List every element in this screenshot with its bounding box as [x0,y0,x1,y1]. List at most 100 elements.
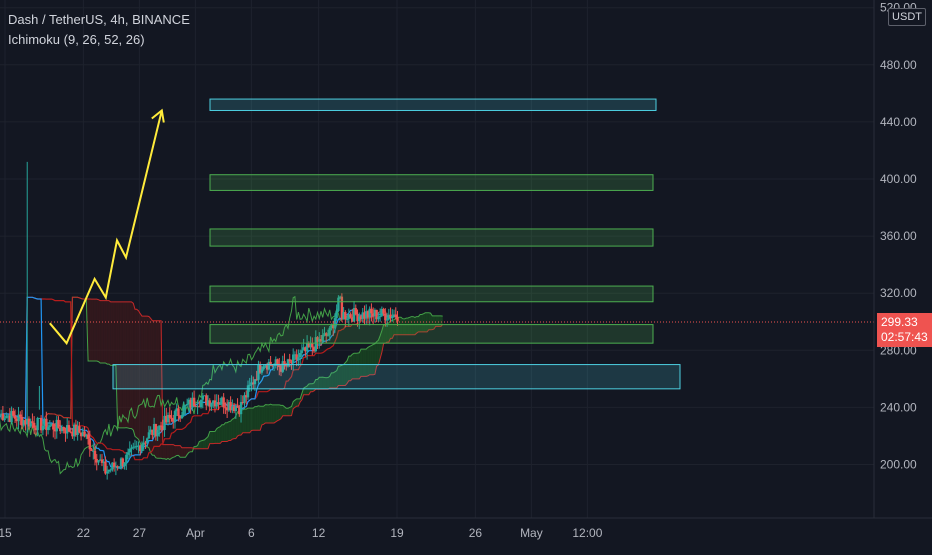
candle-body [144,443,146,444]
time-tick-label: 12:00 [572,526,602,540]
cloud-segment [201,440,203,448]
cloud-segment [232,418,234,439]
blue-zone[interactable] [210,99,656,110]
cloud-segment [182,448,184,457]
cloud-segment [217,427,219,443]
symbol-name[interactable]: Dash / TetherUS [8,12,103,27]
candle-body [311,343,313,347]
price-axis-bg [874,0,932,518]
cloud-segment [377,340,379,366]
cloud-segment [211,432,213,444]
candle-body [391,316,393,318]
price-tick-label: 440.00 [880,115,917,129]
cloud-segment [246,408,248,433]
time-tick-label: 22 [77,526,91,540]
candle-body [292,354,294,363]
candle-body [210,403,212,406]
candle-body [125,455,127,463]
cloud-segment [184,448,186,457]
candle-body [240,402,242,414]
cloud-segment [177,446,179,456]
green-zone[interactable] [210,175,653,191]
cloud-segment [173,445,175,458]
cloud-segment [271,404,273,423]
cloud-segment [168,445,170,460]
candle-body [370,309,372,313]
cloud-segment [258,406,260,430]
candle-body [127,452,129,454]
cloud-segment [220,425,222,444]
price-tick-label: 200.00 [880,458,917,472]
candle-body [169,415,171,418]
candle-body [49,425,51,427]
cloud-segment [218,427,220,444]
candle-body [31,421,33,423]
time-tick-label: May [520,526,543,540]
candle-body [3,418,5,420]
cloud-segment [112,302,114,366]
blue-zone[interactable] [113,365,680,389]
green-zone[interactable] [210,286,653,302]
cloud-segment [269,404,271,423]
cloud-segment [250,408,252,433]
candle-body [236,406,238,407]
last-price-value: 299.33 [881,315,928,330]
candle-body [106,472,108,474]
candle-body [349,314,351,317]
candle-body [63,427,65,431]
time-tick-label: 15 [0,526,12,540]
cloud-segment [262,406,264,425]
cloud-segment [274,405,276,423]
candle-body [89,439,91,449]
cloud-segment [227,422,229,442]
candle-body [355,308,357,314]
cloud-segment [100,301,102,363]
cloud-segment [251,408,253,430]
cloud-segment [95,299,97,361]
candle-body [299,353,301,357]
candle-body [386,319,388,320]
cloud-segment [107,301,109,365]
cloud-segment [290,406,292,415]
cloud-segment [93,299,95,361]
candle-body [174,411,176,422]
candle-body [12,411,14,416]
candle-body [219,404,221,405]
exchange-label: BINANCE [132,12,190,27]
candle-body [78,426,80,432]
currency-badge[interactable]: USDT [888,8,926,26]
interval-label[interactable]: 4h [110,12,124,27]
cloud-segment [175,446,177,457]
cloud-segment [213,431,215,443]
candle-body [90,449,92,451]
candle-body [141,445,143,451]
cloud-segment [109,301,111,366]
indicator-legend[interactable]: Ichimoku (9, 26, 52, 26) [8,30,190,50]
cloud-segment [286,408,288,416]
cloud-segment [172,445,174,459]
symbol-row: Dash / TetherUS, 4h, BINANCE [8,10,190,30]
green-zone[interactable] [210,229,653,246]
cloud-segment [272,405,274,423]
cloud-segment [276,405,278,422]
candle-body [301,350,303,353]
time-tick-label: 6 [248,526,255,540]
cloud-segment [248,408,250,433]
candle-body [33,423,35,428]
price-axis[interactable]: 520.00480.00440.00400.00360.00320.00280.… [874,0,932,550]
candle-body [156,430,158,436]
candle-body [193,398,195,406]
cloud-segment [203,440,205,449]
candle-body [52,424,54,430]
time-tick-label: 26 [469,526,483,540]
candle-body [289,359,291,361]
cloud-segment [163,445,165,459]
time-tick-label: Apr [186,526,205,540]
green-zone[interactable] [210,325,653,344]
candle-body [344,312,346,319]
cloud-segment [245,409,247,433]
candle-body [396,317,398,321]
